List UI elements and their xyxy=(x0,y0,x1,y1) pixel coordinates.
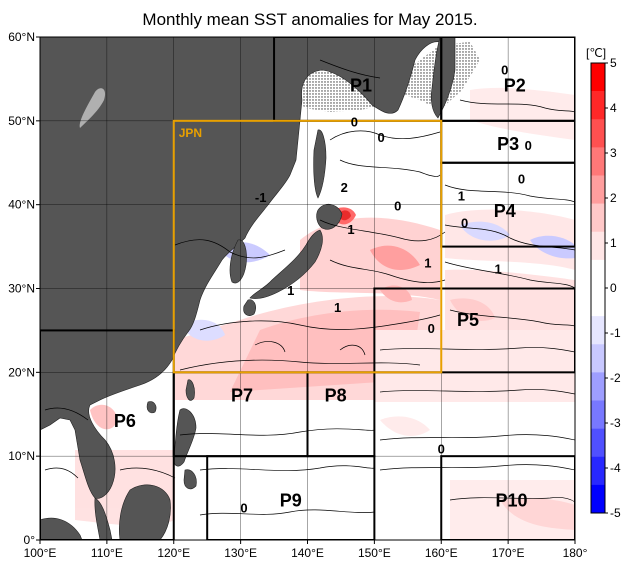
y-tick-label: 60°N xyxy=(8,30,35,44)
region-label-p2: P2 xyxy=(504,75,526,95)
region-label-p1: P1 xyxy=(350,75,372,95)
colorbar-tick-label: -3 xyxy=(610,416,621,430)
colorbar-segment xyxy=(591,288,605,317)
y-tick-label: 10°N xyxy=(8,449,35,463)
contour-label: 0 xyxy=(518,172,525,187)
contour-labels: -1 2 0 0 0 1 1 1 0 0 0 0 1 1 1 0 0 0 xyxy=(240,63,531,516)
contour-label: 0 xyxy=(525,138,532,153)
contour-label: 0 xyxy=(501,63,508,78)
colorbar-tick-label: 5 xyxy=(610,56,617,70)
region-labels: P1 P2 P3 P4 P5 P6 P7 P8 P9 P10 xyxy=(114,75,528,510)
colorbar-segment xyxy=(591,147,605,176)
region-label-p7: P7 xyxy=(231,386,253,406)
x-tick-label: 140°E xyxy=(291,546,324,560)
region-label-p9: P9 xyxy=(280,490,302,510)
colorbar-tick-label: -2 xyxy=(610,371,621,385)
contour-label: 0 xyxy=(394,199,401,214)
jpn-region-label: JPN xyxy=(179,126,202,140)
x-tick-label: 120°E xyxy=(157,546,190,560)
x-tick-label: 100°E xyxy=(24,546,57,560)
colorbar-segment xyxy=(591,231,605,261)
colorbar-tick-label: -1 xyxy=(610,326,621,340)
region-label-p6: P6 xyxy=(114,411,136,431)
contour-label: 0 xyxy=(377,130,384,145)
x-tick-label: 130°E xyxy=(224,546,257,560)
jpn-region-box xyxy=(172,119,443,374)
colorbar-segment xyxy=(591,203,605,233)
region-label-p10: P10 xyxy=(495,490,527,510)
colorbar-segment xyxy=(591,63,605,92)
colorbar: [℃] 5 4 3 2 1 0 -1 -2 -3 -4 -5 xyxy=(586,46,621,520)
colorbar-segment xyxy=(591,344,605,373)
colorbar-segment xyxy=(591,372,605,401)
x-tick-label: 170°E xyxy=(492,546,525,560)
contour-label: 1 xyxy=(424,256,431,271)
region-box-p5 xyxy=(373,287,575,374)
contour-label: 0 xyxy=(428,321,435,336)
map-area: JPN -1 2 0 0 0 1 1 1 0 0 0 0 1 1 1 0 0 0 P1 P2 P3 P4 P5 P6 P7 P8… xyxy=(40,37,575,540)
colorbar-tick-label: 0 xyxy=(610,281,617,295)
colorbar-segment xyxy=(591,259,605,289)
region-label-p5: P5 xyxy=(457,310,479,330)
colorbar-tick-label: 2 xyxy=(610,191,617,205)
contour-label: 0 xyxy=(461,215,468,230)
colorbar-segment xyxy=(591,456,605,486)
colorbar-tick-label: -4 xyxy=(610,461,621,475)
colorbar-unit: [℃] xyxy=(586,46,606,60)
contour-label: 2 xyxy=(341,180,348,195)
colorbar-tick-label: 3 xyxy=(610,146,617,160)
x-tick-label: 110°E xyxy=(91,546,123,560)
x-axis-longitude: 100°E 110°E 120°E 130°E 140°E 150°E 160°E 170°E… xyxy=(24,540,588,560)
colorbar-segment xyxy=(591,428,605,458)
y-tick-label: 20°N xyxy=(8,365,35,379)
contour-label: -1 xyxy=(255,190,267,205)
y-tick-label: 50°N xyxy=(8,114,35,128)
colorbar-tick-label: 4 xyxy=(610,101,617,115)
chart-title: Monthly mean SST anomalies for May 2015. xyxy=(142,10,477,29)
colorbar-segment xyxy=(591,175,605,204)
region-label-p4: P4 xyxy=(494,201,516,221)
contour-label: 0 xyxy=(438,442,445,457)
y-tick-label: 40°N xyxy=(8,198,35,212)
lake-baikal xyxy=(79,88,106,128)
x-tick-label: 180° xyxy=(563,546,588,560)
colorbar-segment xyxy=(591,119,605,148)
contour-label: 0 xyxy=(351,115,358,130)
contour-label: 1 xyxy=(287,283,294,298)
y-axis-latitude: 0° 10°N 20°N 30°N 40°N 50°N 60°N xyxy=(8,30,40,547)
y-tick-label: 0° xyxy=(24,533,36,547)
contour-label: 0 xyxy=(240,500,247,515)
colorbar-segment xyxy=(591,316,605,345)
contour-label: 1 xyxy=(347,222,354,237)
colorbar-segment xyxy=(591,484,605,514)
colorbar-segment xyxy=(591,400,605,429)
contour-label: 1 xyxy=(334,300,341,315)
colorbar-segment xyxy=(591,91,605,120)
anomaly-contours xyxy=(44,59,575,516)
colorbar-tick-label: 1 xyxy=(610,236,617,250)
land-masses xyxy=(40,37,456,540)
x-tick-label: 160°E xyxy=(425,546,458,560)
colorbar-tick-label: -5 xyxy=(610,506,621,520)
colorbar-segments xyxy=(591,63,605,514)
contour-label: 1 xyxy=(494,261,501,276)
contour-label: 1 xyxy=(458,188,465,203)
region-label-p8: P8 xyxy=(325,386,347,406)
region-label-p3: P3 xyxy=(497,134,519,154)
y-tick-label: 30°N xyxy=(8,282,35,296)
colorbar-ticks: 5 4 3 2 1 0 -1 -2 -3 -4 -5 xyxy=(605,56,621,520)
x-tick-label: 150°E xyxy=(358,546,391,560)
